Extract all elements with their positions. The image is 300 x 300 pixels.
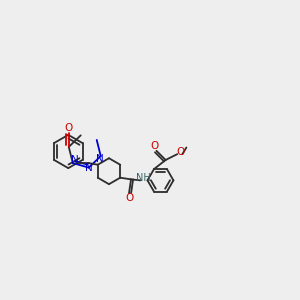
Text: O: O — [64, 123, 73, 133]
Text: O: O — [125, 193, 133, 203]
Text: N: N — [96, 154, 104, 164]
Text: O: O — [150, 141, 158, 151]
Text: N: N — [85, 163, 93, 173]
Text: O: O — [176, 147, 184, 157]
Text: NH: NH — [136, 173, 150, 183]
Text: N: N — [70, 155, 78, 165]
